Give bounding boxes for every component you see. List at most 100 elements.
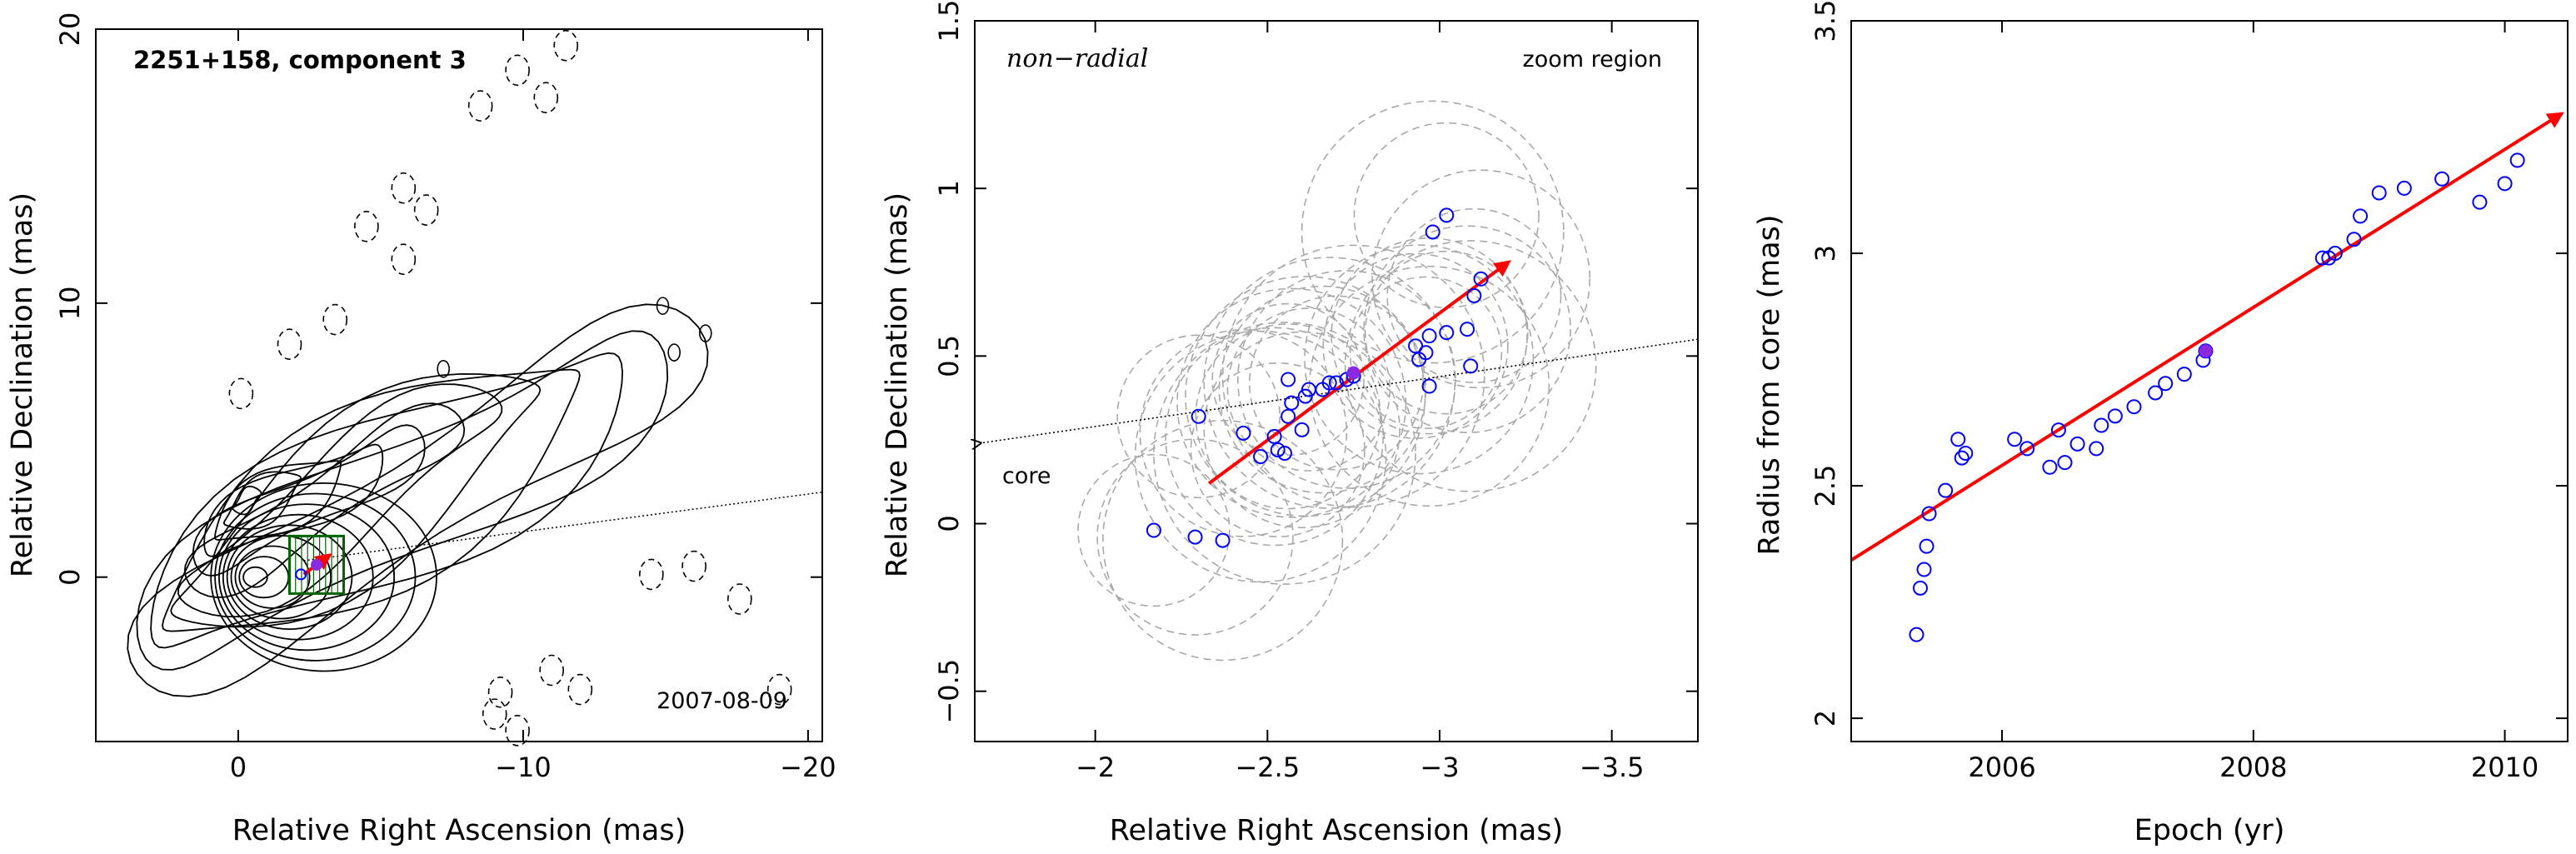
contour-level — [222, 471, 302, 530]
negative-contour — [322, 303, 348, 336]
data-point — [1294, 422, 1310, 437]
negative-contour — [553, 29, 579, 62]
negative-contour — [354, 210, 379, 242]
negative-contour — [639, 558, 664, 591]
error-circle — [1349, 276, 1503, 430]
data-point — [1425, 224, 1440, 240]
negative-contour — [505, 715, 530, 747]
data-point — [2069, 436, 2085, 452]
data-point — [2007, 432, 2023, 447]
data-point — [1329, 375, 1344, 391]
data-point — [2314, 250, 2330, 266]
data-point — [1912, 580, 1928, 596]
negative-contour — [681, 550, 706, 582]
overlay — [288, 492, 823, 595]
error-circle — [1195, 323, 1381, 510]
error-circle — [1221, 244, 1485, 508]
p2-y-tick-label: 1.5 — [933, 0, 965, 42]
error-circle — [1218, 285, 1427, 494]
data-point — [2434, 171, 2450, 187]
data-point — [1215, 532, 1231, 548]
x-axis-title: Epoch (yr) — [2134, 814, 2285, 847]
negative-contour — [487, 677, 513, 708]
negative-contour — [228, 377, 254, 410]
error-circle — [1096, 438, 1294, 636]
data-point — [1938, 482, 1954, 498]
highlight-point — [1346, 366, 1360, 380]
data-point — [2176, 367, 2192, 382]
error-circle — [1330, 237, 1528, 435]
component-marker — [311, 558, 323, 571]
data-point — [2050, 422, 2066, 438]
contour-level — [214, 460, 342, 541]
plot-frame — [95, 28, 823, 742]
data-point — [1321, 375, 1337, 391]
x-axis-title: Relative Right Ascension (mas) — [232, 814, 686, 847]
data-point — [1921, 506, 1937, 522]
error-circle — [1344, 240, 1597, 492]
error-circle — [1077, 453, 1231, 607]
negative-contour — [766, 673, 792, 706]
annotation-zoom-region: zoom region — [1523, 47, 1662, 72]
data-point — [2327, 246, 2343, 262]
contour-level — [177, 383, 503, 618]
core-contour — [214, 492, 417, 662]
data-point — [2148, 385, 2164, 401]
data-point — [2057, 455, 2073, 471]
negative-contour — [413, 194, 439, 226]
error-circle — [1371, 169, 1591, 389]
error-circle — [1153, 322, 1416, 585]
data-points — [1146, 207, 1489, 548]
p2-y-tick-label: −0.5 — [933, 659, 965, 724]
error-circle — [1226, 307, 1391, 472]
negative-contour — [505, 54, 530, 87]
positive-island — [698, 324, 712, 342]
positive-island — [667, 343, 681, 362]
data-point — [2371, 185, 2387, 201]
p3-y-tick-label: 2 — [1810, 710, 1841, 727]
data-point — [1954, 450, 1969, 466]
contour-level — [127, 303, 709, 697]
p1-y-tick-label: 20 — [54, 12, 86, 47]
p2-y-tick-label: 1 — [933, 180, 965, 197]
core-direction-line — [980, 338, 1699, 443]
x-axis-title: Relative Right Ascension (mas) — [1110, 814, 1563, 847]
data-point — [2094, 417, 2109, 433]
data-point — [2396, 180, 2412, 196]
data-point — [1466, 287, 1482, 303]
component-point — [295, 568, 307, 581]
negative-contour — [533, 82, 559, 114]
highlight-point — [2199, 344, 2213, 358]
data-point — [2019, 441, 2035, 457]
negative-contour — [539, 654, 564, 687]
data-point — [1418, 345, 1434, 361]
error-circle — [1300, 100, 1565, 364]
data-point — [2042, 459, 2058, 475]
core-contour — [238, 556, 290, 599]
p3-x-tick-label: 2008 — [2219, 752, 2287, 783]
negative-contour — [727, 583, 752, 615]
data-point — [1950, 432, 1966, 447]
p3-y-tick-label: 2.5 — [1810, 465, 1841, 507]
y-axis-title: Relative Declination (mas) — [6, 192, 39, 577]
p2-x-tick-label: −3 — [1420, 752, 1459, 783]
error-circle — [1203, 331, 1400, 529]
data-point — [1281, 372, 1296, 387]
data-point — [2497, 176, 2513, 192]
core-contour — [230, 534, 332, 620]
data-point — [1408, 338, 1424, 354]
data-point — [1284, 395, 1300, 411]
error-circle — [1139, 329, 1348, 537]
core-contour — [218, 503, 396, 652]
data-point — [1253, 449, 1269, 465]
panel-1-contour-map: 0 −10 −20 0 10 20 2251+158, component 3 2007-… — [6, 12, 836, 847]
data-point — [1909, 627, 1925, 642]
data-point — [1473, 271, 1489, 287]
contour-level — [162, 368, 581, 632]
negative-contour — [482, 698, 507, 730]
data-point — [2346, 232, 2362, 247]
p3-x-tick-label: 2010 — [2471, 752, 2539, 783]
data-point — [2158, 376, 2174, 392]
p3-y-tick-label: 3.5 — [1810, 0, 1841, 42]
data-point — [2089, 441, 2104, 457]
